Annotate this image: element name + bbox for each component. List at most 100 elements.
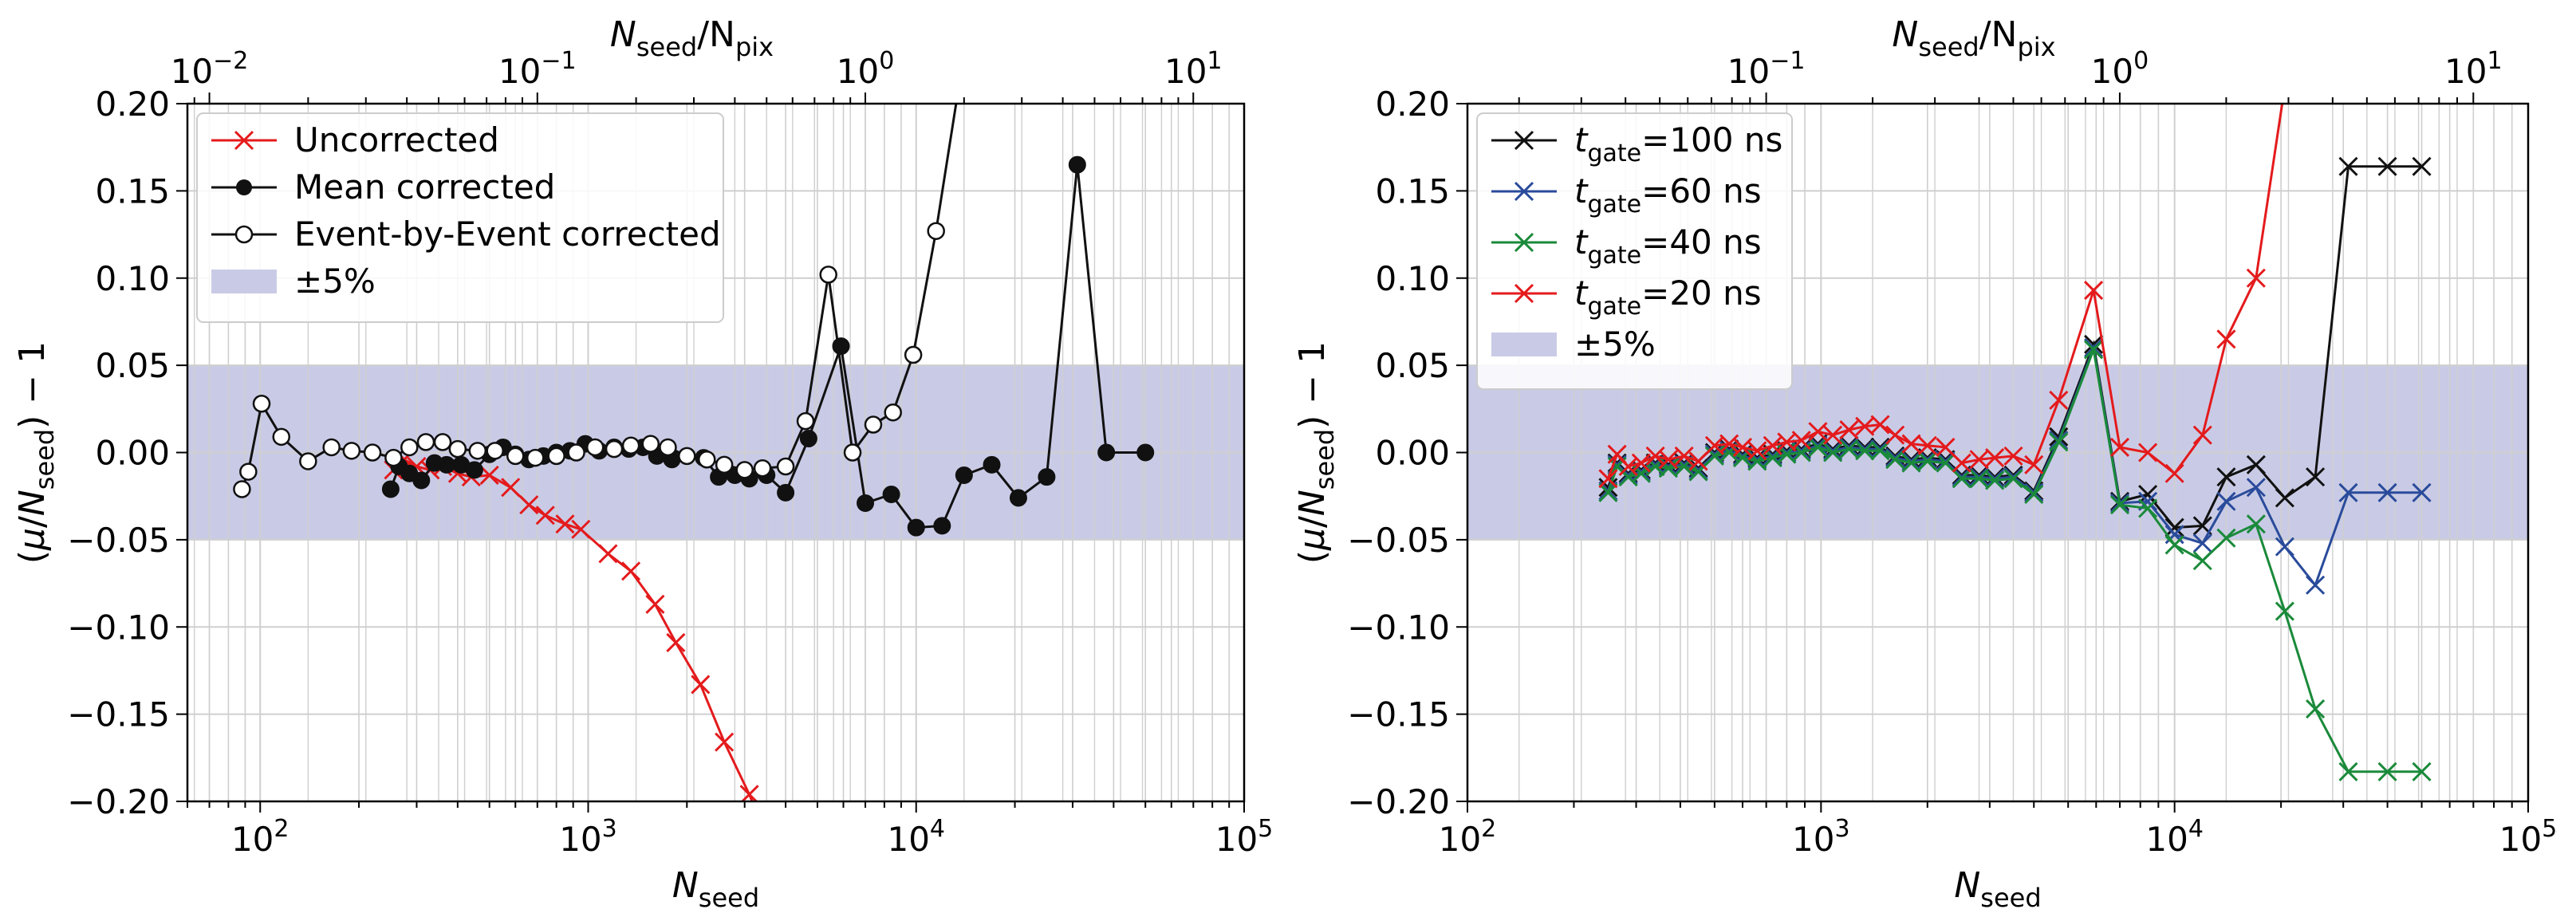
data-point bbox=[1870, 441, 1890, 461]
data-point bbox=[2412, 156, 2432, 176]
data-point bbox=[585, 438, 605, 457]
data-point bbox=[2049, 390, 2069, 410]
y-tick-label: 0.00 bbox=[95, 434, 170, 473]
x-tick-label: 105 bbox=[1215, 815, 1274, 859]
data-point bbox=[252, 395, 271, 413]
legend-label-text: ±5% bbox=[1574, 325, 1656, 364]
legend-marker-cross bbox=[1514, 130, 1534, 151]
data-point bbox=[239, 462, 258, 481]
data-point bbox=[1936, 453, 1956, 473]
data-point bbox=[2049, 432, 2069, 452]
data-point bbox=[2306, 467, 2326, 487]
data-point bbox=[1136, 443, 1155, 462]
data-point bbox=[468, 442, 487, 460]
data-point bbox=[2109, 437, 2130, 457]
x-tick-base: 10 bbox=[887, 820, 929, 859]
x-label-main: N bbox=[1954, 865, 1980, 906]
legend-label-gate: gate bbox=[1587, 191, 1641, 218]
y-label-seed: seed bbox=[1310, 429, 1340, 490]
data-point bbox=[2246, 455, 2266, 474]
top-tick-exp: −2 bbox=[213, 47, 248, 75]
data-point bbox=[1985, 448, 2005, 468]
data-point bbox=[2338, 762, 2358, 781]
top-tick-label: 100 bbox=[837, 47, 895, 91]
data-point bbox=[2164, 463, 2184, 483]
data-point bbox=[1598, 482, 1618, 502]
data-point bbox=[2413, 77, 2431, 95]
data-point bbox=[1985, 470, 2005, 490]
legend-marker-cross bbox=[1514, 283, 1534, 304]
data-point bbox=[1885, 448, 1905, 468]
top-tick-label: 101 bbox=[1164, 47, 1223, 91]
data-point bbox=[547, 447, 565, 466]
data-point bbox=[1969, 467, 1989, 487]
legend-label: ±5% bbox=[294, 262, 376, 301]
data-point bbox=[2338, 156, 2358, 176]
top-tick-label: 10−1 bbox=[498, 47, 577, 91]
y-label-N: N bbox=[1292, 490, 1333, 516]
data-point bbox=[1969, 450, 1989, 470]
data-point bbox=[2340, 77, 2357, 95]
data-point bbox=[904, 345, 923, 364]
legend-label-t: t bbox=[1574, 222, 1589, 262]
data-point bbox=[777, 483, 795, 502]
legend-label-t: t bbox=[1574, 120, 1589, 159]
data-point bbox=[1097, 443, 1116, 462]
legend-label-t: t bbox=[1574, 274, 1589, 313]
x-tick-base: 10 bbox=[1215, 820, 1258, 859]
legend-box bbox=[1476, 112, 1793, 390]
data-point bbox=[1985, 467, 2005, 487]
data-point bbox=[2306, 699, 2326, 719]
data-point bbox=[1855, 416, 1875, 436]
data-point bbox=[322, 438, 341, 457]
data-point bbox=[555, 514, 575, 534]
data-point bbox=[384, 448, 403, 467]
x-tick-base: 10 bbox=[231, 820, 274, 859]
data-point bbox=[2084, 281, 2104, 301]
data-point bbox=[1917, 450, 1937, 470]
y-tick-label: 0.05 bbox=[1375, 346, 1450, 385]
data-point bbox=[2377, 762, 2397, 781]
data-point bbox=[2164, 535, 2184, 555]
data-point bbox=[1901, 450, 1921, 470]
data-point bbox=[691, 675, 711, 695]
x-tick-exp: 3 bbox=[1835, 815, 1850, 843]
x-axis-label: Nseed bbox=[1954, 865, 2041, 913]
x-label-sub: seed bbox=[699, 883, 759, 913]
data-point bbox=[1658, 450, 1678, 470]
y-tick-label: −0.15 bbox=[1347, 695, 1450, 734]
data-point bbox=[1674, 446, 1694, 466]
data-point bbox=[571, 519, 591, 539]
data-point bbox=[2003, 446, 2023, 466]
y-label-open: ( bbox=[1292, 550, 1333, 564]
x-tick-exp: 4 bbox=[930, 815, 945, 843]
top-tick-exp: −1 bbox=[1770, 47, 1805, 75]
y-label-mu: μ bbox=[12, 528, 53, 551]
top-tick-exp: 0 bbox=[2133, 47, 2149, 75]
data-point bbox=[2003, 469, 2023, 489]
data-point bbox=[2192, 533, 2212, 553]
data-point bbox=[535, 506, 555, 525]
y-axis-label: (μ/Nseed) − 1 bbox=[1292, 341, 1340, 564]
legend-label-text: Event-by-Event corrected bbox=[294, 215, 721, 254]
data-point bbox=[1839, 420, 1859, 440]
legend-label: Event-by-Event corrected bbox=[294, 215, 721, 254]
x-tick-exp: 2 bbox=[274, 815, 289, 843]
top-tick-base: 10 bbox=[837, 52, 879, 91]
data-point bbox=[1719, 434, 1739, 454]
data-point bbox=[1719, 443, 1739, 462]
data-point bbox=[864, 415, 883, 434]
data-point bbox=[567, 443, 585, 462]
data-point bbox=[1901, 453, 1921, 473]
series-group bbox=[1598, 77, 2432, 781]
top-label-N: N bbox=[1892, 14, 1918, 55]
data-point bbox=[1823, 443, 1843, 462]
data-point bbox=[776, 457, 795, 476]
data-point bbox=[479, 465, 499, 485]
y-label-close: ) − 1 bbox=[1292, 341, 1333, 429]
data-point bbox=[2275, 601, 2294, 621]
top-tick-label: 100 bbox=[2091, 47, 2149, 91]
data-point bbox=[857, 494, 875, 512]
legend-label-value: =100 ns bbox=[1641, 120, 1782, 159]
data-point bbox=[437, 455, 455, 474]
